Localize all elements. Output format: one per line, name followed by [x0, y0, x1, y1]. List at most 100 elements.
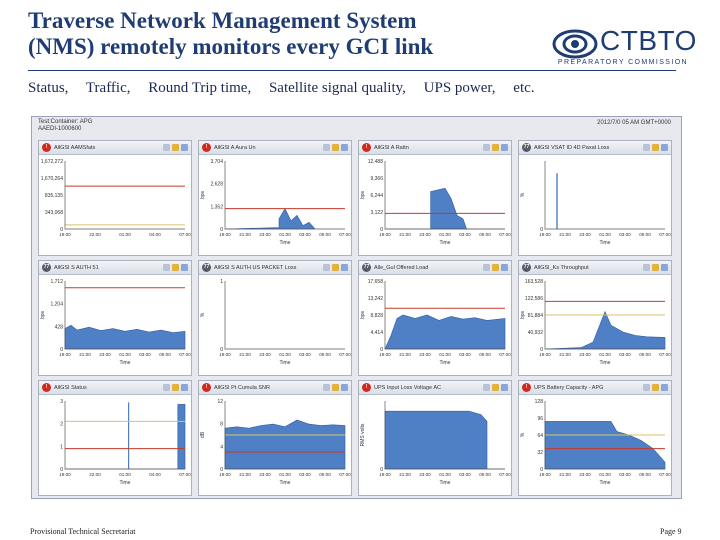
x-tick-label: 05:00: [159, 352, 171, 357]
x-axis-label: Time: [280, 480, 291, 486]
panel-title: AllGSI Pt Cumula SNR: [214, 385, 270, 391]
chart-type-icon[interactable]: [163, 264, 170, 271]
y-tick-label: 0: [60, 467, 63, 473]
chart-type-icon[interactable]: [323, 264, 330, 271]
chart-type-icon[interactable]: [323, 384, 330, 391]
panel-header: ! AllGSI A Rattn: [359, 141, 511, 155]
chart-type-icon[interactable]: [643, 384, 650, 391]
x-tick-label: 07:00: [659, 232, 671, 237]
zoom-icon[interactable]: [341, 144, 348, 151]
panel-header: ! UPS Battery Capacity - APG: [519, 381, 671, 395]
y-tick-label: 1: [60, 444, 63, 450]
search-icon[interactable]: [652, 264, 659, 271]
search-icon[interactable]: [172, 384, 179, 391]
zoom-icon[interactable]: [501, 264, 508, 271]
x-tick-label: 23:00: [99, 352, 111, 357]
alert-badge: !: [362, 383, 371, 392]
chart-axes: [224, 281, 345, 350]
y-tick-label: 0: [380, 347, 383, 353]
chart-type-icon[interactable]: [483, 264, 490, 271]
zoom-icon[interactable]: [341, 384, 348, 391]
zoom-icon[interactable]: [661, 144, 668, 151]
y-axis-label: RMS volts: [360, 423, 366, 446]
alert-badge: 77: [522, 263, 531, 272]
x-tick-label: 23:00: [579, 232, 591, 237]
search-icon[interactable]: [172, 144, 179, 151]
panel-header: 77 AllGSI S AUTH 51: [39, 261, 191, 275]
y-axis-label: dB: [200, 431, 206, 438]
y-tick-label: 12: [217, 399, 223, 405]
zoom-icon[interactable]: [501, 384, 508, 391]
monitor-panel: ! AllGSI Status 3 2 1 0 19:00 22:00 01:00 04:00 07…: [38, 380, 192, 496]
y-tick-label: 2: [60, 422, 63, 428]
panel-toolbar: [483, 384, 508, 391]
x-tick-label: 21:00: [559, 472, 571, 477]
search-icon[interactable]: [172, 264, 179, 271]
zoom-icon[interactable]: [181, 384, 188, 391]
x-tick-label: 19:00: [539, 232, 551, 237]
search-icon[interactable]: [492, 144, 499, 151]
search-icon[interactable]: [492, 264, 499, 271]
panel-header: ! AllGSI Status: [39, 381, 191, 395]
metric-status: Status,: [28, 80, 69, 96]
x-tick-label: 23:00: [259, 472, 271, 477]
panel-toolbar: [163, 264, 188, 271]
alert-badge: !: [42, 383, 51, 392]
logo-subtitle: PREPARATORY COMMISSION: [557, 59, 688, 66]
panel-header: 77 AllGSI VSAT ID 4D Paxat Loss: [519, 141, 671, 155]
chart-type-icon[interactable]: [163, 144, 170, 151]
panel-title: AllGSI VSAT ID 4D Paxat Loss: [534, 145, 610, 151]
search-icon[interactable]: [332, 264, 339, 271]
x-tick-label: 07:00: [339, 472, 351, 477]
x-tick-label: 19:00: [539, 472, 551, 477]
panel-header: ! UPS Input Loss Voltage AC: [359, 381, 511, 395]
panel-header: ! AllGSI AAMSfats: [39, 141, 191, 155]
chart-type-icon[interactable]: [483, 144, 490, 151]
traffic-area: [65, 404, 186, 470]
x-tick-label: 07:00: [499, 472, 511, 477]
x-tick-label: 21:00: [399, 352, 411, 357]
y-axis-label: %: [520, 432, 526, 437]
monitor-panel: ! UPS Input Loss Voltage AC 0 19:00 21:00 23:…: [358, 380, 512, 496]
zoom-icon[interactable]: [181, 264, 188, 271]
panel-toolbar: [163, 384, 188, 391]
panel-toolbar: [483, 144, 508, 151]
zoom-icon[interactable]: [181, 144, 188, 151]
x-tick-label: 01:00: [119, 472, 131, 477]
search-icon[interactable]: [652, 144, 659, 151]
y-axis-label: bps: [360, 310, 366, 319]
x-tick-label: 03:00: [619, 472, 631, 477]
search-icon[interactable]: [332, 144, 339, 151]
x-tick-label: 01:00: [439, 352, 451, 357]
x-tick-label: 07:00: [179, 232, 191, 237]
x-tick-label: 23:00: [419, 232, 431, 237]
panel-toolbar: [323, 264, 348, 271]
zoom-icon[interactable]: [341, 264, 348, 271]
search-icon[interactable]: [332, 384, 339, 391]
panel-toolbar: [643, 264, 668, 271]
chart-type-icon[interactable]: [643, 144, 650, 151]
panel-toolbar: [323, 144, 348, 151]
alert-badge: !: [42, 143, 51, 152]
search-icon[interactable]: [652, 384, 659, 391]
chart-type-icon[interactable]: [323, 144, 330, 151]
traffic-area: [224, 419, 346, 470]
zoom-icon[interactable]: [661, 384, 668, 391]
panel-chart: 1,672,272 1,670,264 835,135 343,068 019:00 22…: [41, 159, 191, 237]
zoom-icon[interactable]: [501, 144, 508, 151]
x-tick-label: 07:00: [179, 352, 191, 357]
panel-chart: 3,704 2,628 1,352 019:00 21:00 23:00 01:00 03:0…: [200, 159, 351, 246]
search-icon[interactable]: [492, 384, 499, 391]
x-tick-label: 22:00: [89, 232, 101, 237]
x-tick-label: 05:00: [479, 352, 491, 357]
panel-toolbar: [483, 264, 508, 271]
y-tick-label: 122,586: [525, 296, 543, 302]
chart-type-icon[interactable]: [163, 384, 170, 391]
chart-type-icon[interactable]: [483, 384, 490, 391]
x-tick-label: 01:00: [279, 232, 291, 237]
panel-title: AllGSI AAMSfats: [54, 145, 96, 151]
chart-type-icon[interactable]: [643, 264, 650, 271]
zoom-icon[interactable]: [661, 264, 668, 271]
y-tick-label: 0: [220, 347, 223, 353]
nms-dashboard: Test:Container: APG AAEDI-1000600 2012/7…: [31, 116, 682, 499]
